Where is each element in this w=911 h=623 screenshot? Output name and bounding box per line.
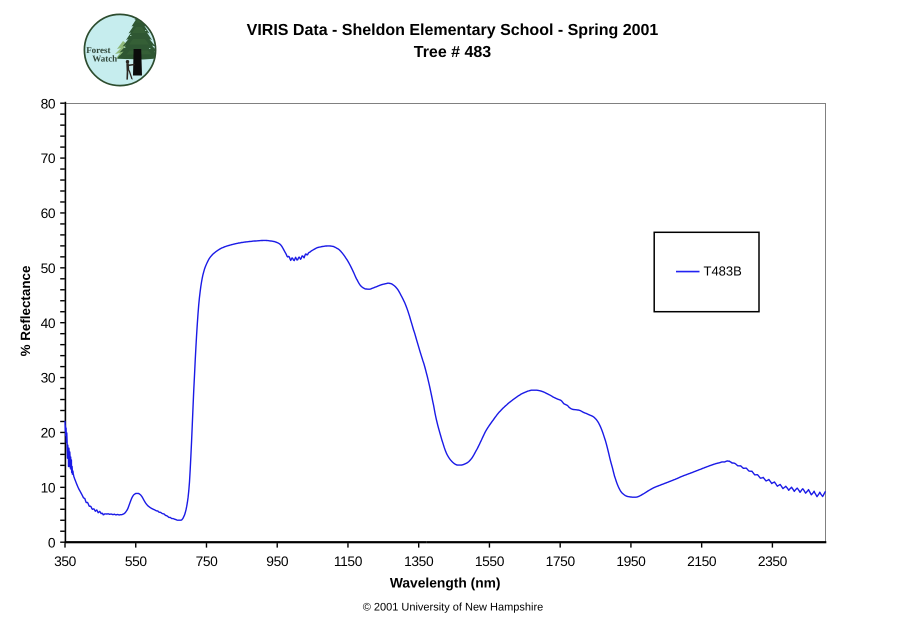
svg-text:2350: 2350 xyxy=(758,554,788,569)
svg-text:% Reflectance: % Reflectance xyxy=(18,266,33,357)
svg-text:750: 750 xyxy=(196,554,219,569)
svg-text:Forest: Forest xyxy=(86,45,110,55)
svg-text:T483B: T483B xyxy=(704,264,742,279)
svg-text:30: 30 xyxy=(41,371,56,386)
svg-text:1750: 1750 xyxy=(546,554,576,569)
svg-text:60: 60 xyxy=(41,206,56,221)
svg-text:0: 0 xyxy=(48,535,56,550)
svg-text:1350: 1350 xyxy=(404,554,434,569)
svg-text:Watch: Watch xyxy=(92,53,117,63)
svg-text:70: 70 xyxy=(41,151,56,166)
svg-text:50: 50 xyxy=(41,261,56,276)
svg-text:1950: 1950 xyxy=(616,554,646,569)
svg-text:2150: 2150 xyxy=(687,554,717,569)
svg-text:Tree # 483: Tree # 483 xyxy=(414,44,492,61)
svg-text:VIRIS Data - Sheldon Elementar: VIRIS Data - Sheldon Elementary School -… xyxy=(247,22,659,39)
svg-text:80: 80 xyxy=(41,96,56,111)
svg-text:550: 550 xyxy=(125,554,148,569)
svg-text:© 2001 University of New Hamps: © 2001 University of New Hampshire xyxy=(363,602,544,614)
svg-text:Wavelength (nm): Wavelength (nm) xyxy=(390,576,501,591)
svg-text:1150: 1150 xyxy=(334,554,363,569)
svg-text:20: 20 xyxy=(41,426,56,441)
svg-text:10: 10 xyxy=(41,480,56,495)
svg-text:1550: 1550 xyxy=(475,554,505,569)
svg-text:950: 950 xyxy=(266,554,289,569)
svg-text:40: 40 xyxy=(41,316,56,331)
svg-text:350: 350 xyxy=(54,554,77,569)
